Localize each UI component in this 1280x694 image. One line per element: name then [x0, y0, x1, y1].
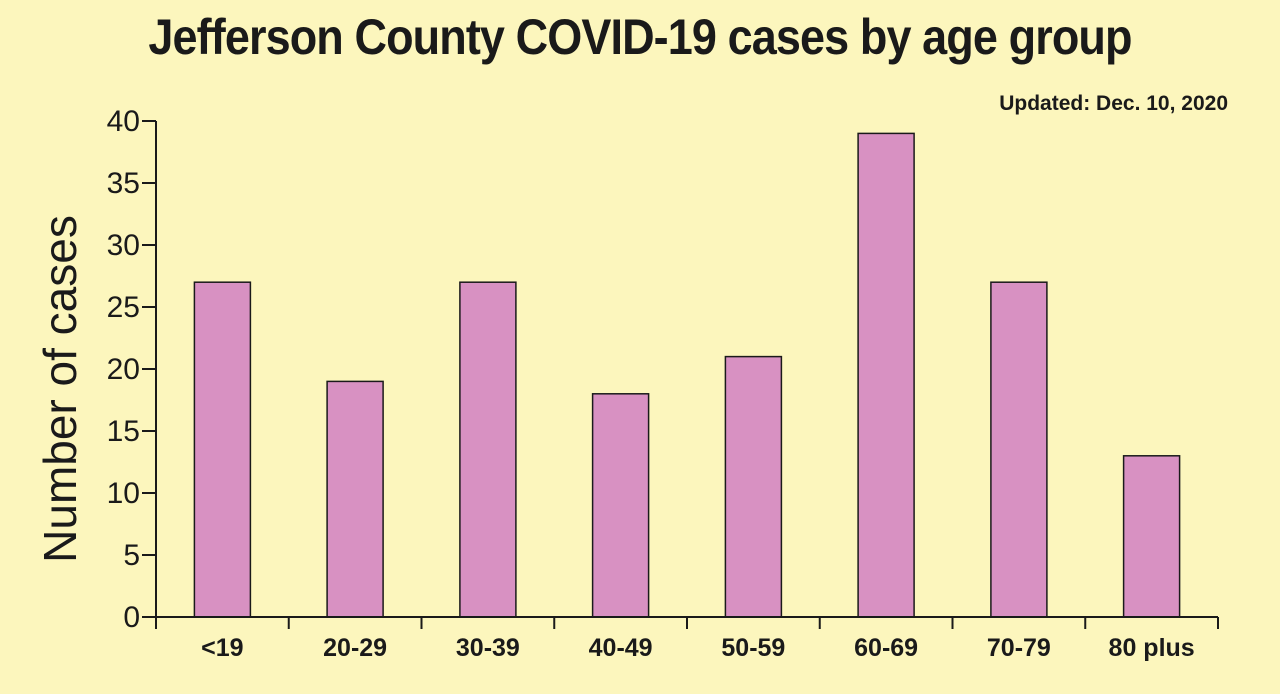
bar-2	[459, 281, 517, 618]
y-tick-label-3: 15	[107, 415, 140, 448]
x-category-label-7: 80 plus	[1109, 634, 1195, 662]
y-axis-title: Number of cases	[34, 215, 86, 563]
bar-3	[591, 393, 650, 618]
y-tick-label-1: 5	[123, 539, 140, 572]
bar-0	[193, 281, 252, 618]
y-tick-label-8: 40	[107, 105, 140, 138]
y-tick-label-7: 35	[107, 167, 140, 200]
x-category-label-1: 20-29	[323, 634, 387, 662]
chart-subtitle: Updated: Dec. 10, 2020	[999, 92, 1228, 115]
y-tick-label-6: 30	[107, 229, 140, 262]
bar-5	[857, 132, 915, 618]
y-tick-label-0: 0	[123, 601, 140, 634]
x-category-label-3: 40-49	[589, 634, 653, 662]
x-category-label-0: <19	[201, 634, 243, 662]
x-category-label-4: 50-59	[721, 634, 785, 662]
y-tick-label-2: 10	[107, 477, 140, 510]
chart-title: Jefferson County COVID-19 cases by age g…	[148, 9, 1132, 65]
y-tick-label-5: 25	[107, 291, 140, 324]
bar-6	[990, 281, 1048, 618]
x-category-label-2: 30-39	[456, 634, 520, 662]
x-category-label-6: 70-79	[987, 634, 1051, 662]
y-tick-label-4: 20	[107, 353, 140, 386]
bar-1	[326, 380, 384, 618]
bar-4	[724, 355, 783, 618]
bar-7	[1122, 455, 1181, 618]
x-category-label-5: 60-69	[854, 634, 918, 662]
